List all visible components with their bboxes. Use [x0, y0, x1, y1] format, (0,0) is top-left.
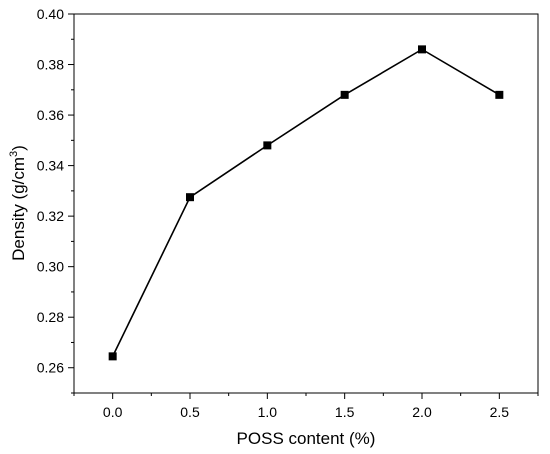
x-tick-label: 1.5 [335, 404, 355, 420]
series-markers [108, 45, 504, 361]
data-point-marker [263, 141, 272, 150]
y-tick-label: 0.40 [37, 6, 64, 22]
x-axis-ticks [73, 393, 539, 399]
y-tick-label: 0.30 [37, 259, 64, 275]
y-axis-title: Density (g/cm3) [8, 145, 28, 261]
y-tick-label: 0.26 [37, 360, 64, 376]
y-axis-title-superscript: 3 [8, 151, 20, 157]
x-tick-label: 1.0 [258, 404, 278, 420]
y-axis-title-main: Density (g/cm [9, 157, 28, 261]
y-tick-label: 0.36 [37, 107, 64, 123]
x-axis-tick-labels: 0.0 0.5 1.0 1.5 2.0 2.5 [103, 404, 509, 420]
data-point-marker [186, 193, 194, 202]
y-axis-tick-labels: 0.26 0.28 0.30 0.32 0.34 0.36 0.38 0.40 [37, 6, 64, 376]
series-line [111, 48, 500, 357]
y-tick-label: 0.38 [37, 57, 64, 73]
x-tick-label: 2.0 [412, 404, 432, 420]
x-tick-label: 2.5 [490, 404, 510, 420]
y-tick-label: 0.32 [37, 208, 64, 224]
x-tick-label: 0.0 [103, 404, 123, 420]
y-axis-ticks [68, 13, 74, 394]
data-point-marker [418, 45, 426, 54]
y-axis-title-close: ) [9, 145, 28, 151]
x-tick-label: 0.5 [180, 404, 200, 420]
data-point-marker [495, 90, 504, 99]
y-tick-label: 0.34 [37, 158, 64, 174]
data-point-marker [340, 90, 349, 99]
data-point-marker [108, 352, 117, 361]
x-axis-title: POSS content (%) [237, 429, 376, 448]
y-tick-label: 0.28 [37, 309, 64, 325]
plot-frame [73, 13, 539, 394]
